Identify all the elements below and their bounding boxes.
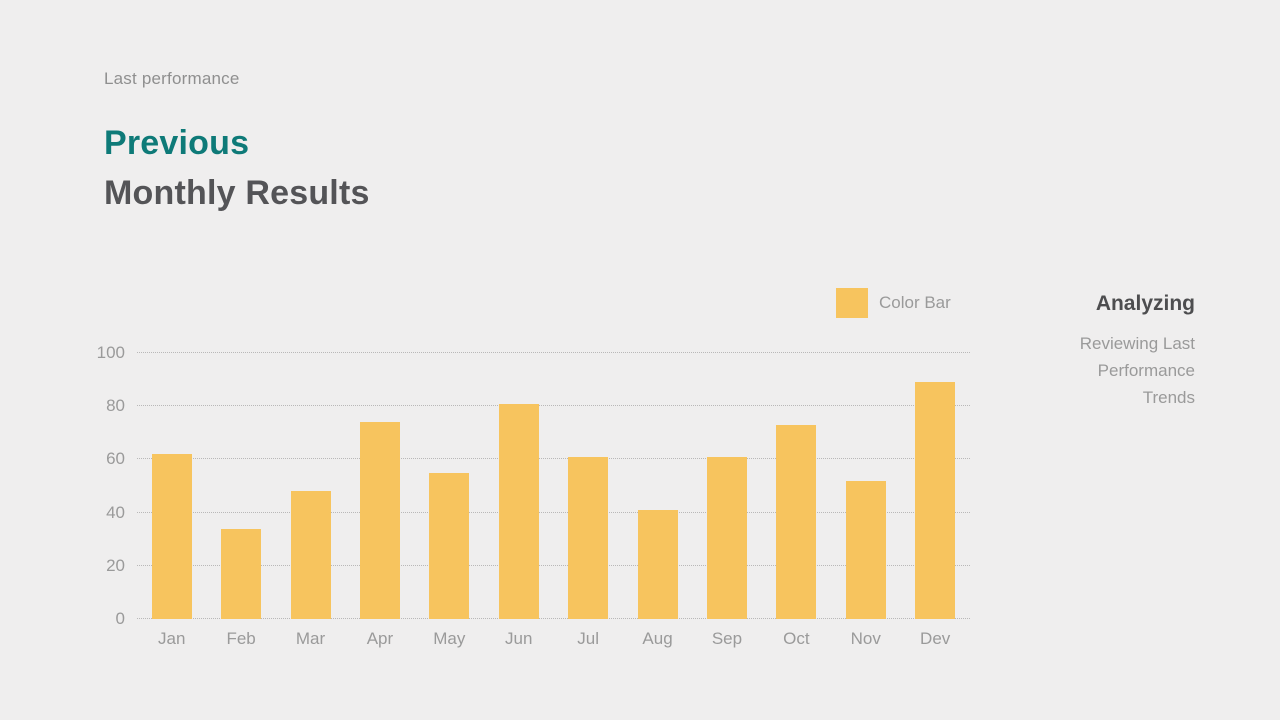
gridline: 20 (106, 556, 970, 575)
x-axis-tick-label: Oct (783, 629, 810, 648)
aside-body: Reviewing Last Performance Trends (975, 330, 1195, 411)
bar-column: Apr (347, 353, 413, 648)
bar-chart: 0 20 40 60 80 100 Jan Feb Mar Apr May Jun Jul Aug Sep… (97, 343, 970, 648)
x-axis-tick-label: May (433, 629, 466, 648)
bar-column: Feb (208, 353, 274, 648)
page-title-accent: Previous (104, 124, 250, 162)
x-axis-tick-label: Jul (577, 629, 599, 648)
aside-line: Trends (1142, 388, 1195, 407)
page-title: Previous Monthly Results (104, 118, 370, 218)
x-axis-tick-label: Dev (920, 629, 951, 648)
chart-bars: Jan Feb Mar Apr May Jun Jul Aug Sep Oct Nov Dev (137, 353, 970, 648)
bar-may (429, 472, 470, 619)
bar-column: Aug (625, 353, 691, 648)
bar-column: Jan (139, 353, 205, 648)
bar-oct (776, 424, 817, 619)
gridline: 100 (97, 343, 970, 362)
y-axis-tick-label: 40 (106, 502, 125, 522)
bar-column: Jun (486, 353, 552, 648)
bar-column: Nov (833, 353, 899, 648)
bar-column: Jul (555, 353, 621, 648)
bar-column: Dev (902, 353, 968, 648)
legend-swatch (836, 288, 868, 318)
aside-line: Reviewing Last (1079, 334, 1195, 353)
x-axis-tick-label: Feb (226, 629, 256, 648)
y-axis-tick-label: 0 (115, 609, 125, 628)
bar-column: Sep (694, 353, 760, 648)
x-axis-tick-label: Jun (505, 629, 533, 648)
bar-jun (498, 403, 539, 619)
y-axis-tick-label: 100 (96, 343, 125, 362)
bar-column: Mar (278, 353, 344, 648)
gridline: 60 (106, 449, 970, 468)
bar-apr (359, 422, 400, 619)
gridline: 0 (116, 609, 970, 628)
bar-dev (915, 382, 956, 619)
y-axis-tick-label: 20 (106, 555, 125, 575)
chart-legend: Color Bar (836, 288, 951, 318)
bar-jan (151, 454, 192, 619)
page-title-main: Monthly Results (104, 174, 370, 212)
bar-nov (845, 480, 886, 619)
bar-aug (637, 509, 678, 619)
bar-feb (221, 528, 262, 619)
x-axis-tick-label: Jan (157, 629, 186, 648)
gridline: 80 (106, 396, 970, 415)
bar-mar (290, 491, 331, 619)
legend-label: Color Bar (879, 293, 951, 312)
y-axis-tick-label: 80 (106, 396, 125, 416)
bar-column: May (416, 353, 482, 648)
aside-line: Performance (1097, 361, 1195, 380)
bar-column: Oct (763, 353, 829, 648)
bar-jul (568, 456, 609, 619)
x-axis-tick-label: Apr (366, 629, 394, 648)
aside-title: Analyzing (1095, 292, 1195, 315)
aside-note: Analyzing Reviewing Last Performance Trend… (975, 292, 1195, 411)
y-axis-tick-label: 60 (106, 449, 125, 469)
x-axis-tick-label: Mar (295, 629, 326, 648)
bar-sep (706, 456, 747, 619)
gridline: 40 (106, 503, 970, 522)
x-axis-tick-label: Aug (642, 629, 673, 648)
x-axis-tick-label: Sep (711, 629, 743, 648)
x-axis-tick-label: Nov (850, 629, 881, 648)
eyebrow-text: Last performance (104, 69, 240, 88)
